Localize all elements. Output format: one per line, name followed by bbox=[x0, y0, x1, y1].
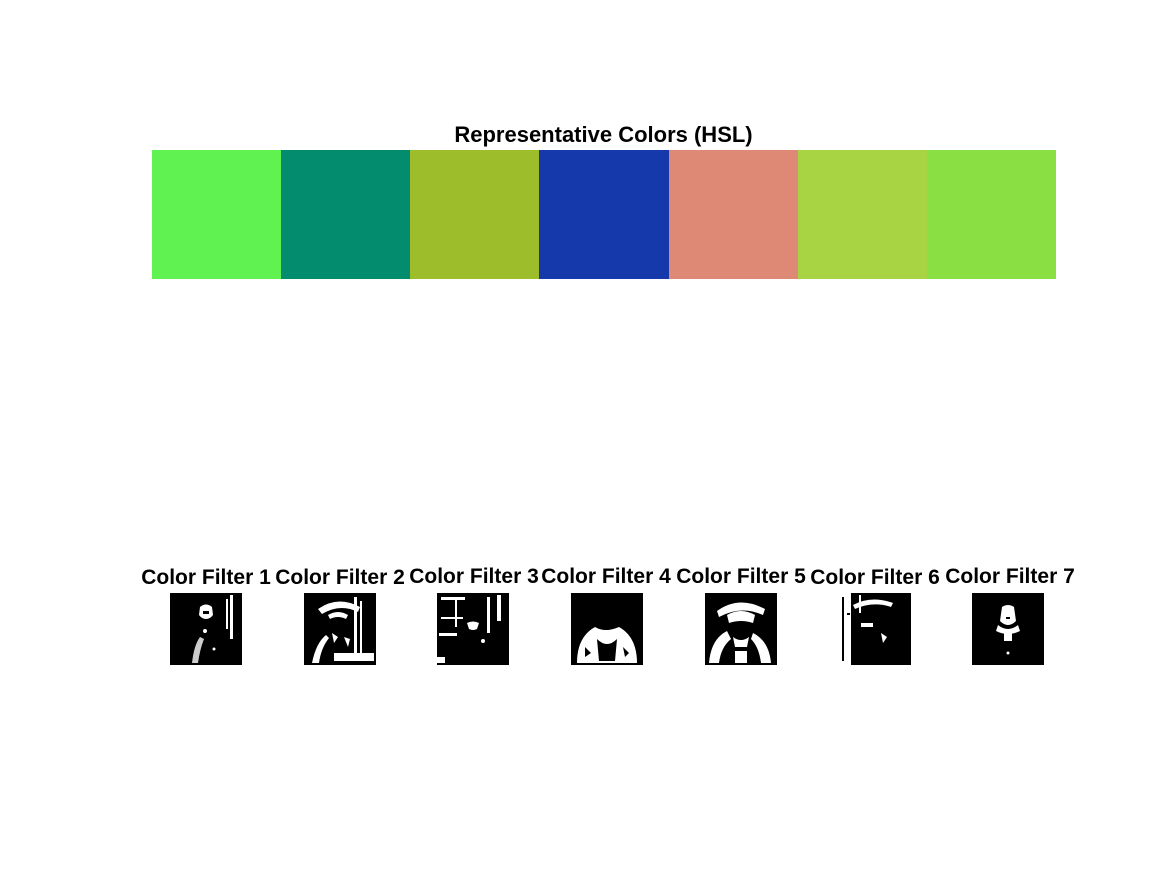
figure-title: Representative Colors (HSL) bbox=[454, 122, 753, 147]
filter-mask-3 bbox=[437, 593, 509, 665]
filter-mask-1-image bbox=[170, 593, 242, 665]
filter-mask-5-image bbox=[705, 593, 777, 665]
filter-mask-2 bbox=[304, 593, 376, 665]
color-swatch-5 bbox=[668, 150, 798, 279]
color-swatch-1 bbox=[152, 150, 282, 279]
filter-title-1: Color Filter 1 bbox=[141, 566, 271, 589]
filter-mask-1 bbox=[170, 593, 242, 665]
color-swatch-2 bbox=[281, 150, 411, 279]
color-swatch-4 bbox=[539, 150, 669, 279]
filter-mask-6-image bbox=[839, 593, 911, 665]
filter-mask-2-image bbox=[304, 593, 376, 665]
color-swatch-7 bbox=[926, 150, 1056, 279]
filter-mask-4-image bbox=[571, 593, 643, 665]
filter-title-3: Color Filter 3 bbox=[409, 565, 539, 588]
filter-title-5: Color Filter 5 bbox=[676, 565, 806, 588]
color-swatch-strip bbox=[152, 150, 1056, 279]
filter-mask-7-image bbox=[972, 593, 1044, 665]
color-swatch-3 bbox=[410, 150, 540, 279]
filter-mask-3-image bbox=[437, 593, 509, 665]
filter-title-2: Color Filter 2 bbox=[275, 566, 405, 589]
filter-title-4: Color Filter 4 bbox=[541, 565, 671, 588]
filter-mask-4 bbox=[571, 593, 643, 665]
filter-title-7: Color Filter 7 bbox=[945, 565, 1075, 588]
filter-title-6: Color Filter 6 bbox=[810, 566, 940, 589]
color-swatch-6 bbox=[797, 150, 927, 279]
filter-mask-7 bbox=[972, 593, 1044, 665]
filter-mask-6 bbox=[839, 593, 911, 665]
filter-mask-5 bbox=[705, 593, 777, 665]
